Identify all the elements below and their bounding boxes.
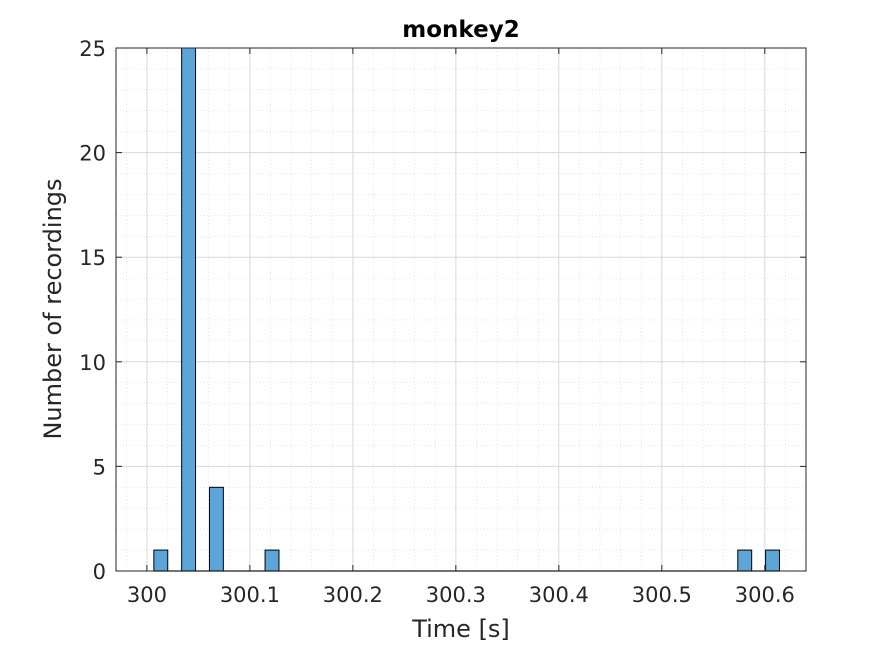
bars: [153, 47, 780, 572]
x-tick-label: 300.1: [220, 583, 280, 607]
histogram-bar: [264, 549, 280, 572]
axes: 300 300.1 300.2 300.3 300.4 300.5 300.6 0 5 10 15 2…: [79, 37, 807, 607]
y-tick-label: 25: [79, 37, 106, 61]
y-tick-label: 15: [79, 246, 106, 270]
plot-frame: [115, 47, 807, 572]
x-tick-label: 300.6: [735, 583, 795, 607]
y-axis-label: Number of recordings: [39, 178, 67, 439]
histogram-bar: [208, 486, 224, 572]
y-tick-label: 10: [79, 351, 106, 375]
x-tick-label: 300: [127, 583, 167, 607]
x-tick-label: 300.2: [323, 583, 383, 607]
y-tick-label: 0: [93, 560, 106, 584]
histogram-bar: [181, 47, 197, 572]
x-tick-label: 300.3: [426, 583, 486, 607]
x-tick-label: 300.4: [529, 583, 589, 607]
y-tick-label: 5: [93, 455, 106, 479]
histogram-bar: [765, 549, 780, 572]
chart-title: monkey2: [402, 17, 519, 43]
x-tick-label: 300.5: [632, 583, 692, 607]
x-axis-label: Time [s]: [411, 615, 510, 643]
histogram-bar: [153, 549, 169, 572]
y-tick-label: 20: [79, 142, 106, 166]
histogram-bar: [737, 549, 753, 572]
grid-lines: [116, 48, 806, 571]
